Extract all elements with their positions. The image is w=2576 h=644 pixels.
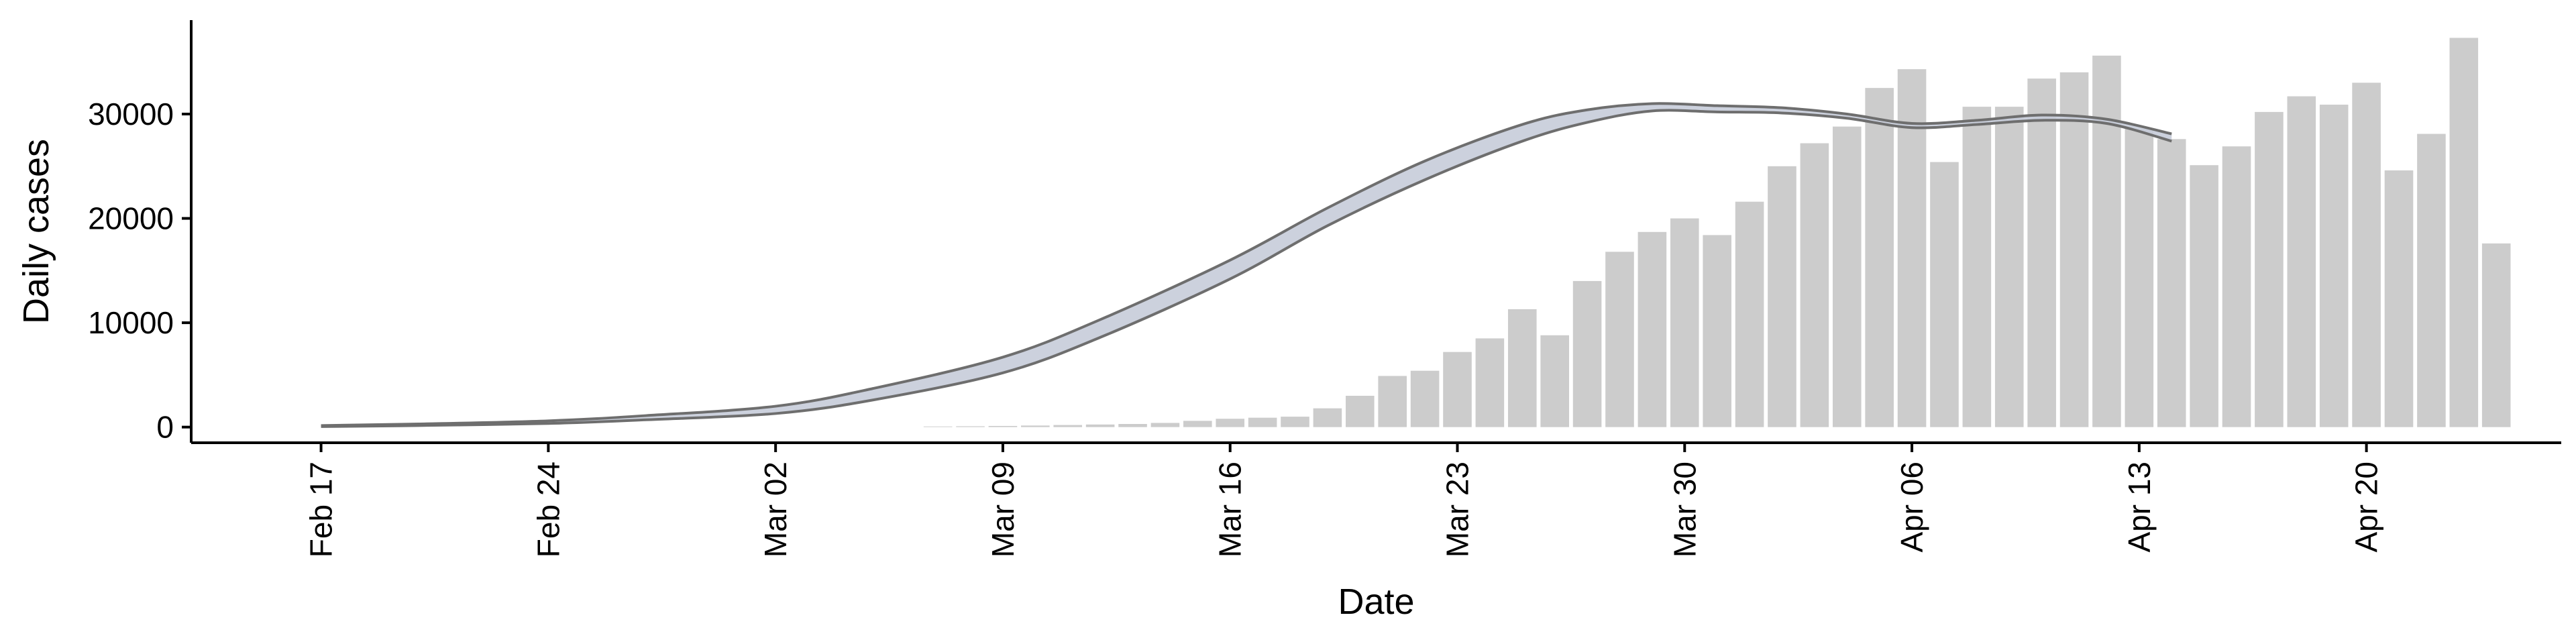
bar — [2190, 165, 2218, 427]
bar — [1994, 107, 2024, 427]
x-tick-label: Feb 24 — [531, 462, 566, 557]
bar — [2157, 139, 2186, 427]
estimate-upper-line — [321, 102, 2172, 427]
bar — [1638, 231, 1667, 427]
x-tick-label: Apr 20 — [2349, 462, 2384, 553]
x-tick-label: Mar 30 — [1667, 462, 1702, 557]
bar — [1150, 423, 1180, 427]
bar — [1410, 370, 1440, 427]
bar — [1930, 162, 1959, 427]
bar — [1053, 425, 1083, 427]
bar — [1962, 107, 1992, 427]
bar — [988, 425, 1018, 427]
bar — [1540, 335, 1569, 427]
bar — [1378, 376, 1407, 427]
bar — [1021, 425, 1050, 427]
x-axis-title: Date — [1338, 582, 1414, 622]
plot-area — [321, 38, 2511, 428]
bar — [1281, 417, 1309, 427]
x-tick-label: Mar 23 — [1440, 462, 1474, 557]
x-tick-label: Mar 09 — [985, 462, 1020, 557]
bar — [1507, 309, 1537, 427]
bar — [2125, 128, 2154, 427]
bar — [1800, 143, 1829, 427]
estimate-lower-line — [321, 109, 2172, 428]
bar — [1118, 424, 1147, 427]
x-tick-label: Mar 16 — [1213, 462, 1248, 557]
y-tick-label: 30000 — [88, 97, 174, 131]
bar — [2027, 78, 2056, 427]
bar — [2481, 243, 2511, 427]
bar — [956, 426, 985, 427]
x-tick-label: Feb 17 — [304, 462, 339, 557]
bar — [1865, 88, 1894, 427]
estimate-band — [321, 103, 2172, 427]
bar — [1670, 218, 1699, 427]
bar — [1703, 235, 1731, 427]
x-tick-label: Apr 06 — [1894, 462, 1929, 553]
bar — [1443, 352, 1472, 427]
bar — [1768, 166, 1796, 427]
axes — [190, 20, 2561, 444]
bar — [1313, 408, 1342, 427]
y-axis-title: Daily cases — [16, 139, 56, 324]
bar — [1183, 421, 1212, 427]
bar — [2287, 96, 2316, 427]
bar — [1832, 126, 1862, 427]
bar — [2449, 38, 2479, 427]
bar — [2059, 72, 2089, 427]
x-tick-label: Mar 02 — [758, 462, 793, 557]
x-tick-label: Apr 13 — [2122, 462, 2157, 553]
bar — [1216, 419, 1245, 427]
bar — [2417, 133, 2446, 427]
tick-marks: 0 10000 20000 30000 Feb 17 Feb 24 Mar 02 Mar 09… — [88, 97, 2384, 557]
bar — [1248, 417, 1277, 427]
bar — [2222, 146, 2251, 427]
y-tick-label: 0 — [156, 410, 174, 445]
y-tick-label: 10000 — [88, 305, 174, 340]
bar — [2255, 111, 2284, 427]
bar — [2319, 105, 2349, 427]
y-tick-label: 20000 — [88, 201, 174, 236]
bar — [1735, 201, 1764, 427]
bar — [2352, 83, 2381, 427]
bar — [1572, 280, 1602, 427]
bar — [1085, 424, 1115, 427]
bar — [2092, 55, 2121, 427]
bar — [1475, 338, 1505, 427]
bar — [2384, 170, 2414, 427]
bar — [1346, 396, 1375, 427]
bar — [1605, 252, 1634, 427]
